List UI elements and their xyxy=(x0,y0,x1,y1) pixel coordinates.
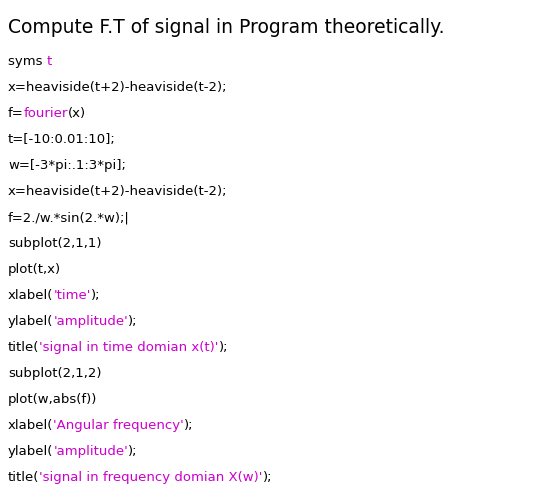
Text: );: ); xyxy=(128,315,138,328)
Text: 'time': 'time' xyxy=(53,289,91,302)
Text: title(: title( xyxy=(8,471,40,484)
Text: t=[-10:0.01:10];: t=[-10:0.01:10]; xyxy=(8,133,116,146)
Text: title(: title( xyxy=(8,341,40,354)
Text: t: t xyxy=(47,55,52,68)
Text: f=2./w.*sin(2.*w);|: f=2./w.*sin(2.*w);| xyxy=(8,211,130,224)
Text: fourier: fourier xyxy=(24,107,68,120)
Text: );: ); xyxy=(219,341,228,354)
Text: w=[-3*pi:.1:3*pi];: w=[-3*pi:.1:3*pi]; xyxy=(8,159,126,172)
Text: plot(t,x): plot(t,x) xyxy=(8,263,61,276)
Text: 'amplitude': 'amplitude' xyxy=(53,445,128,458)
Text: );: ); xyxy=(263,471,272,484)
Text: 'amplitude': 'amplitude' xyxy=(53,315,128,328)
Text: xlabel(: xlabel( xyxy=(8,419,53,432)
Text: ylabel(: ylabel( xyxy=(8,315,53,328)
Text: plot(w,abs(f)): plot(w,abs(f)) xyxy=(8,393,97,406)
Text: subplot(2,1,1): subplot(2,1,1) xyxy=(8,237,101,250)
Text: );: ); xyxy=(184,419,194,432)
Text: xlabel(: xlabel( xyxy=(8,289,53,302)
Text: syms: syms xyxy=(8,55,47,68)
Text: );: ); xyxy=(128,445,138,458)
Text: subplot(2,1,2): subplot(2,1,2) xyxy=(8,367,101,380)
Text: );: ); xyxy=(91,289,100,302)
Text: x=heaviside(t+2)-heaviside(t-2);: x=heaviside(t+2)-heaviside(t-2); xyxy=(8,185,227,198)
Text: f=: f= xyxy=(8,107,24,120)
Text: x=heaviside(t+2)-heaviside(t-2);: x=heaviside(t+2)-heaviside(t-2); xyxy=(8,81,227,94)
Text: Compute F.T of signal in Program theoretically.: Compute F.T of signal in Program theoret… xyxy=(8,18,444,37)
Text: (x): (x) xyxy=(68,107,86,120)
Text: ylabel(: ylabel( xyxy=(8,445,53,458)
Text: 'signal in time domian x(t)': 'signal in time domian x(t)' xyxy=(40,341,219,354)
Text: 'Angular frequency': 'Angular frequency' xyxy=(53,419,184,432)
Text: 'signal in frequency domian X(w)': 'signal in frequency domian X(w)' xyxy=(40,471,263,484)
